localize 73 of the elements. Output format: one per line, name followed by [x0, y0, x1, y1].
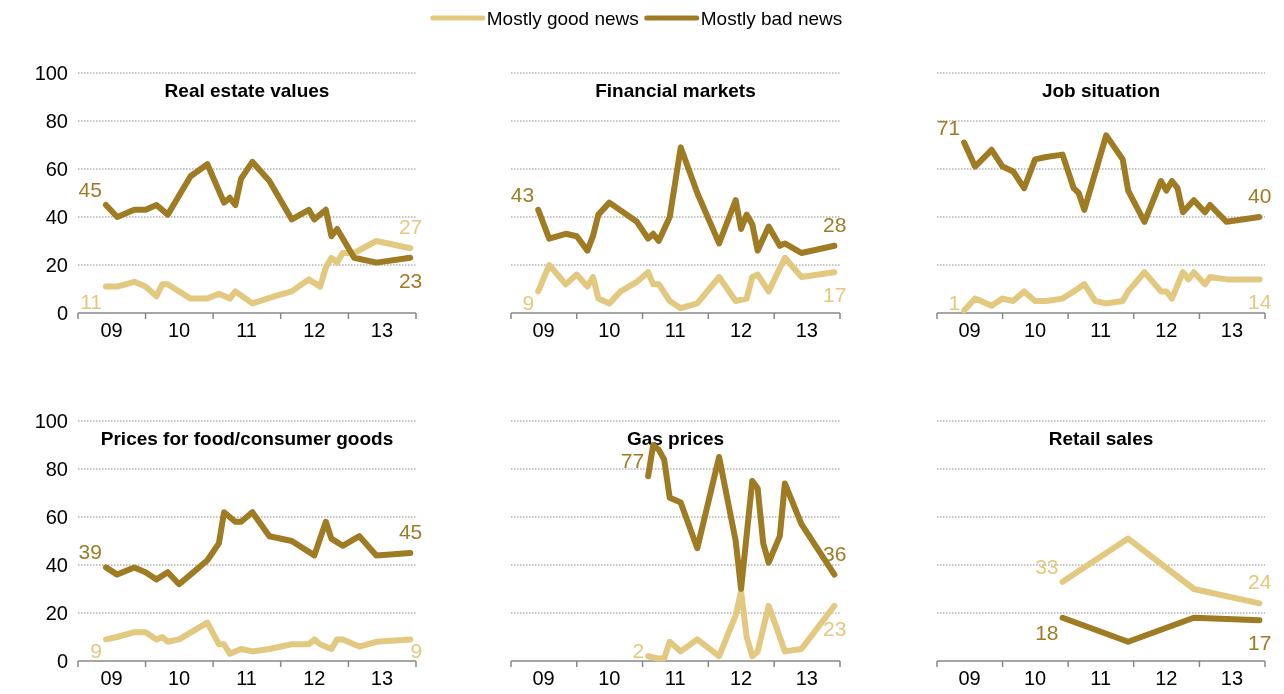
- data-label: 17: [823, 283, 847, 307]
- x-tick-label: 13: [370, 319, 394, 341]
- x-tick-label: 13: [795, 319, 818, 341]
- x-tick-label: 12: [729, 667, 753, 689]
- chart-title: Real estate values: [164, 80, 330, 101]
- data-label: 2: [632, 639, 645, 662]
- y-tick-label: 60: [45, 506, 68, 528]
- data-label: 18: [1035, 620, 1059, 644]
- x-tick-label: 10: [1023, 667, 1047, 689]
- x-tick-label: 09: [958, 667, 981, 689]
- data-label: 14: [1248, 290, 1272, 314]
- x-tick-label: 11: [664, 667, 686, 689]
- y-tick-label: 100: [34, 410, 68, 432]
- x-tick-label: 10: [598, 319, 621, 341]
- x-tick-label: 11: [236, 319, 258, 341]
- legend-label: Mostly good news: [486, 7, 639, 29]
- y-tick-label: 40: [45, 206, 68, 228]
- x-tick-label: 09: [100, 667, 123, 689]
- data-label: 1: [948, 291, 961, 314]
- x-tick-label: 13: [795, 667, 818, 689]
- y-tick-label: 0: [56, 650, 68, 672]
- data-label: 23: [398, 268, 423, 292]
- x-tick-label: 09: [532, 319, 555, 341]
- y-tick-label: 100: [34, 62, 68, 84]
- data-label: 40: [1248, 184, 1272, 207]
- y-tick-label: 20: [45, 602, 68, 624]
- x-tick-label: 13: [1220, 319, 1244, 341]
- legend-label: Mostly bad news: [700, 7, 843, 29]
- data-label: 45: [78, 178, 102, 201]
- data-label: 9: [410, 639, 423, 662]
- data-label: 11: [80, 289, 102, 313]
- x-tick-label: 09: [958, 319, 981, 341]
- x-tick-label: 10: [167, 667, 191, 689]
- x-tick-label: 13: [370, 667, 394, 689]
- x-tick-label: 10: [598, 667, 621, 689]
- x-tick-label: 12: [729, 319, 753, 341]
- data-label: 24: [1248, 570, 1272, 594]
- data-label: 28: [823, 212, 847, 236]
- data-label: 9: [90, 639, 102, 662]
- y-tick-label: 0: [56, 302, 68, 324]
- data-label: 45: [398, 520, 423, 543]
- data-label: 43: [510, 182, 535, 206]
- x-tick-label: 11: [1090, 319, 1112, 341]
- x-tick-label: 11: [664, 319, 686, 341]
- data-label: 33: [1035, 554, 1059, 578]
- chart-title: Financial markets: [595, 80, 756, 101]
- y-tick-label: 20: [45, 254, 68, 276]
- data-label: 39: [78, 540, 102, 564]
- y-tick-label: 80: [45, 110, 68, 132]
- data-label: 71: [936, 115, 961, 139]
- y-tick-label: 60: [45, 158, 68, 180]
- chart-title: Retail sales: [1048, 428, 1154, 449]
- x-tick-label: 13: [1220, 667, 1244, 689]
- data-label: 77: [620, 449, 645, 473]
- y-tick-label: 40: [45, 554, 68, 576]
- x-tick-label: 11: [236, 667, 258, 689]
- chart-title: Prices for food/consumer goods: [100, 428, 394, 449]
- x-tick-label: 12: [303, 667, 326, 689]
- data-label: 9: [522, 291, 535, 314]
- x-tick-label: 09: [100, 319, 123, 341]
- x-tick-label: 10: [167, 319, 191, 341]
- x-tick-label: 09: [532, 667, 555, 689]
- data-label: 23: [823, 616, 847, 640]
- chart-title: Gas prices: [626, 428, 725, 449]
- x-tick-label: 12: [303, 319, 326, 341]
- data-label: 27: [398, 215, 423, 239]
- data-label: 17: [1248, 631, 1272, 655]
- x-tick-label: 12: [1155, 667, 1178, 689]
- y-tick-label: 80: [45, 458, 68, 480]
- x-tick-label: 11: [1090, 667, 1112, 689]
- chart-title: Job situation: [1041, 80, 1161, 101]
- x-tick-label: 12: [1155, 319, 1178, 341]
- x-tick-label: 10: [1023, 319, 1047, 341]
